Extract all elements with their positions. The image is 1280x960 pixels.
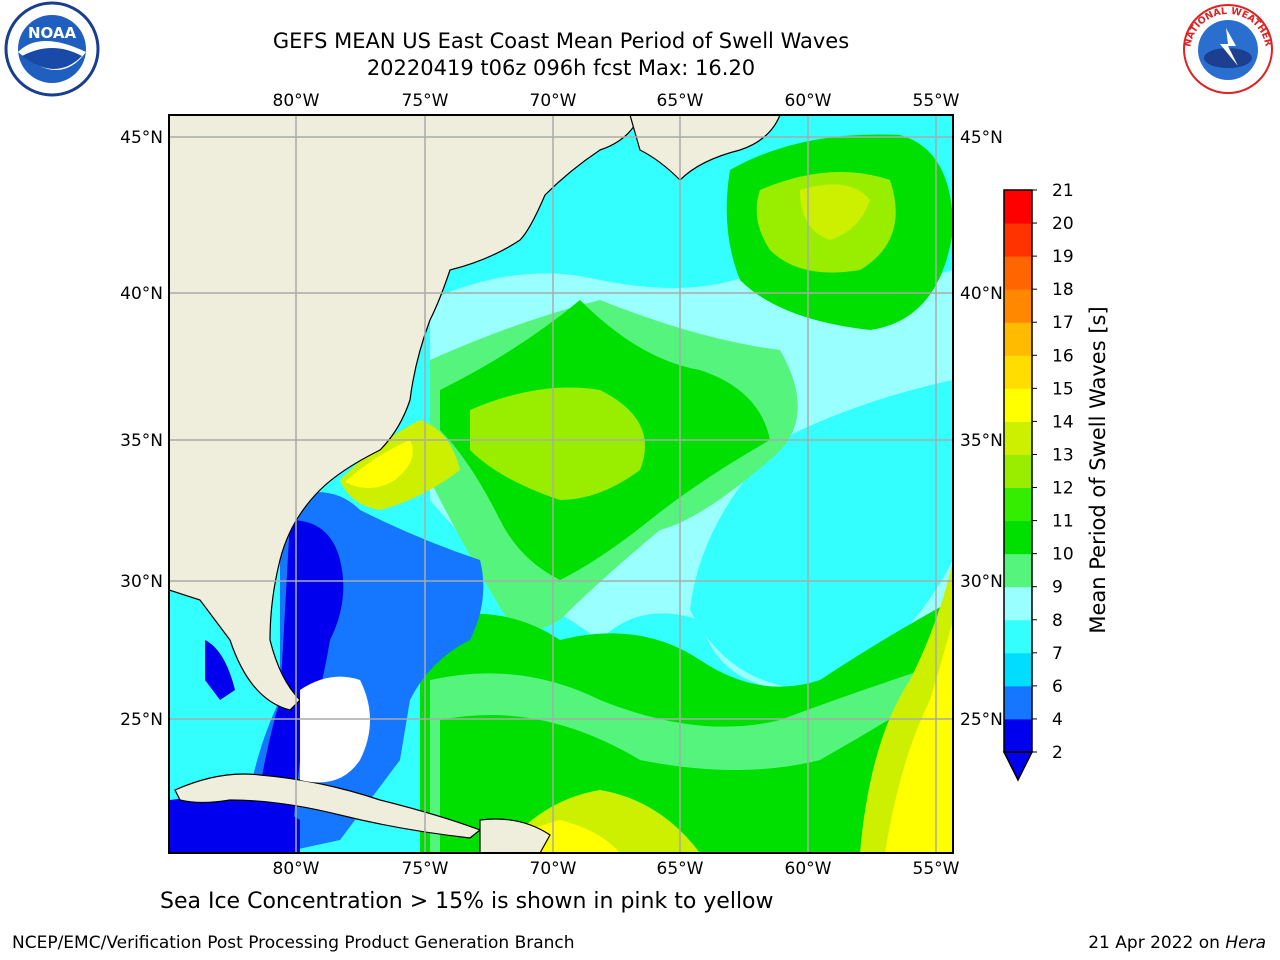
colorbar-tick-label: 13 (1052, 445, 1074, 465)
colorbar-tick-label: 6 (1052, 677, 1063, 697)
footer-host: Hera (1225, 933, 1266, 953)
lat-label: 40°N (120, 284, 163, 304)
lon-label: 75°W (402, 91, 449, 111)
lon-label: 80°W (273, 91, 320, 111)
colorbar-swatch (1004, 619, 1032, 654)
lat-label: 40°N (960, 284, 1003, 304)
colorbar-swatch (1004, 388, 1032, 422)
colorbar-tick-label: 9 (1052, 578, 1063, 598)
lat-label: 35°N (960, 431, 1003, 451)
lon-label: 55°W (913, 859, 960, 879)
colorbar-tick-label: 12 (1052, 479, 1074, 499)
footer-credit: NCEP/EMC/Verification Post Processing Pr… (12, 933, 575, 953)
colorbar-tick-label: 7 (1052, 644, 1063, 664)
lat-label: 35°N (120, 431, 163, 451)
svg-text:NOAA: NOAA (28, 24, 77, 42)
sea-ice-caption: Sea Ice Concentration > 15% is shown in … (160, 889, 774, 914)
footer-date-text: 21 Apr 2022 on (1088, 933, 1226, 953)
colorbar-swatch (1004, 586, 1032, 621)
colorbar-swatch (1004, 355, 1032, 389)
colorbar-swatch (1004, 421, 1032, 455)
chart-subtitle: 20220419 t06z 096h fcst Max: 16.20 (366, 56, 756, 80)
colorbar-swatch (1004, 256, 1032, 290)
lat-labels-left: 45°N 40°N 35°N 30°N 25°N (120, 128, 163, 730)
colorbar-tick-label: 18 (1052, 280, 1074, 300)
colorbar-swatch (1004, 718, 1032, 753)
lat-label: 30°N (120, 572, 163, 592)
colorbar-tick-label: 21 (1052, 181, 1074, 201)
footer-date: 21 Apr 2022 on Hera (1088, 933, 1266, 953)
lon-label: 70°W (530, 859, 577, 879)
colorbar-frame (1003, 189, 1033, 753)
colorbar-tick-label: 2 (1052, 743, 1063, 763)
lon-labels-bottom: 80°W 75°W 70°W 65°W 60°W 55°W (273, 859, 960, 879)
lon-label: 80°W (273, 859, 320, 879)
colorbar-tick-label: 17 (1052, 313, 1074, 333)
graticule (169, 115, 953, 853)
noaa-logo: NOAA (4, 1, 100, 97)
colorbar-tick-label: 10 (1052, 545, 1074, 565)
colorbar: 2 4 6 7 8 9 10 11 12 13 14 15 16 17 18 19 20 21 (1002, 181, 1074, 782)
lon-label: 75°W (402, 859, 449, 879)
lon-label: 60°W (785, 91, 832, 111)
colorbar-swatch (1004, 289, 1032, 323)
field-12-13s (470, 387, 645, 500)
colorbar-swatch (1004, 322, 1032, 356)
colorbar-swatch (1004, 487, 1032, 522)
colorbar-tick-label: 19 (1052, 247, 1074, 267)
colorbar-tick-label: 4 (1052, 710, 1063, 730)
lon-labels-top: 80°W 75°W 70°W 65°W 60°W 55°W (273, 91, 960, 111)
map-panel (169, 115, 953, 853)
colorbar-swatch (1004, 685, 1032, 720)
lat-label: 30°N (960, 572, 1003, 592)
us-east-coast-land (169, 115, 641, 711)
lon-label: 60°W (785, 859, 832, 879)
colorbar-title: Mean Period of Swell Waves [s] (1086, 306, 1110, 633)
canada-land (629, 115, 781, 181)
lat-label: 25°N (120, 710, 163, 730)
colorbar-tick-label: 20 (1052, 214, 1074, 234)
lon-label: 55°W (913, 91, 960, 111)
colorbar-tick-label: 15 (1052, 379, 1074, 399)
colorbar-swatch (1004, 520, 1032, 555)
nws-logo: NATIONAL WEATHER SERVICE (1176, 0, 1274, 94)
colorbar-swatch (1004, 652, 1032, 687)
lon-label: 65°W (657, 859, 704, 879)
chart-title: GEFS MEAN US East Coast Mean Period of S… (272, 29, 850, 53)
colorbar-swatch (1004, 553, 1032, 588)
colorbar-tick-label: 8 (1052, 611, 1063, 631)
colorbar-tick-label: 16 (1052, 346, 1074, 366)
lat-label: 45°N (960, 128, 1003, 148)
lat-labels-right: 45°N 40°N 35°N 30°N 25°N (960, 128, 1003, 730)
lat-label: 25°N (960, 710, 1003, 730)
lon-label: 70°W (530, 91, 577, 111)
colorbar-swatch (1004, 454, 1032, 489)
field-7-8s (690, 380, 953, 690)
colorbar-tick-label: 14 (1052, 412, 1074, 432)
map-frame (168, 114, 954, 854)
colorbar-swatch (1004, 190, 1032, 224)
colorbar-swatch (1004, 223, 1032, 257)
colorbar-tick-label: 11 (1052, 512, 1074, 532)
lat-label: 45°N (120, 128, 163, 148)
colorbar-extend-arrow (1002, 751, 1034, 782)
lon-label: 65°W (657, 91, 704, 111)
